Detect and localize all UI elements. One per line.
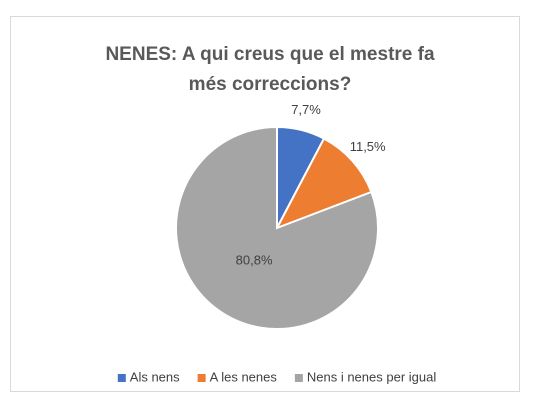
legend-item: A les nenes xyxy=(197,369,278,384)
data-label: 80,8% xyxy=(236,253,273,268)
chart-frame xyxy=(10,16,520,392)
legend-item: Nens i nenes per igual xyxy=(294,369,436,384)
legend-swatch xyxy=(294,374,303,382)
chart-title: NENES: A qui creus que el mestre fa més … xyxy=(105,44,435,95)
legend-label: A les nenes xyxy=(210,369,278,384)
legend-label: Nens i nenes per igual xyxy=(307,369,436,384)
data-label: 7,7% xyxy=(291,102,321,117)
pie-slice xyxy=(175,125,379,330)
pie-slice xyxy=(274,137,373,230)
legend-swatch xyxy=(117,374,126,382)
data-label: 11,5% xyxy=(350,139,386,154)
legend-item: Als nens xyxy=(117,369,180,384)
legend-swatch xyxy=(197,374,206,382)
legend-label: Als nens xyxy=(130,369,180,384)
